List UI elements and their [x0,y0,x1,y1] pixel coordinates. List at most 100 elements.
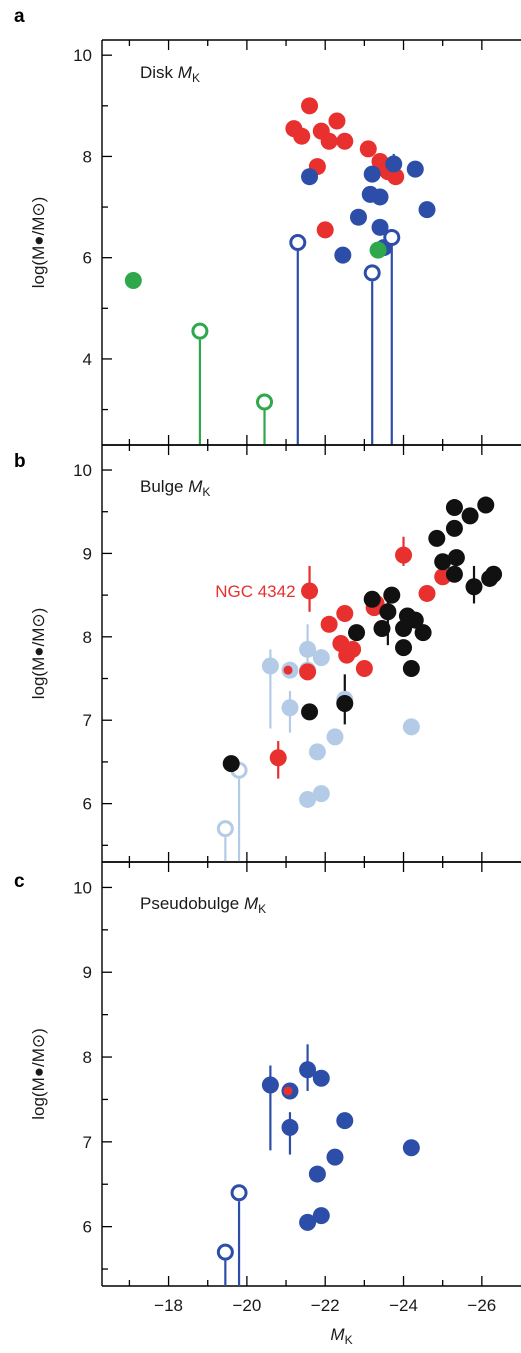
data-point-blue [312,1207,330,1225]
y-tick-label: 8 [83,628,92,647]
data-point-black [414,624,432,642]
data-point-red [336,132,354,150]
data-point-red [418,584,436,602]
data-point-black [445,519,463,537]
data-point-red [293,127,311,145]
data-point-black [336,695,354,713]
data-point-black [445,565,463,583]
data-point-light_blue [326,728,344,746]
data-point-blue [371,188,389,206]
data-point-black [363,590,381,608]
y-tick-label: 7 [83,1133,92,1152]
data-point-black [222,755,240,773]
data-point-green-open [256,393,274,411]
y-tick-label: 8 [83,1048,92,1067]
data-point-red [387,168,405,186]
y-tick-label: 6 [83,1218,92,1237]
data-point-black [373,619,391,637]
y-tick-label: 7 [83,711,92,730]
data-point-blue-open [216,1243,234,1261]
annotation-ngc4342: NGC 4342 [215,582,295,601]
data-point-blue-open [289,234,307,251]
data-point-red [359,140,377,158]
data-point-green [124,271,142,289]
data-point-red [316,221,334,239]
data-point-red [328,112,346,130]
panel-title: Disk MK [140,63,200,85]
data-point-light_blue [312,649,330,667]
data-point-light_blue [299,640,317,658]
y-axis-label: log(M●/M⊙) [29,608,48,700]
data-point-blue [371,218,389,236]
data-point-green [369,241,387,259]
plot-area [216,496,503,862]
data-point-black [434,553,452,571]
data-point-black [348,624,366,642]
data-point-light_blue [299,790,317,808]
x-tick-label: −26 [467,1296,496,1315]
data-point-red [269,749,287,767]
data-point-blue [406,160,424,178]
plot-area [124,97,436,445]
panel-letter: c [14,871,25,892]
data-point-blue [402,1139,420,1157]
data-point-red [336,604,354,622]
data-point-black [395,639,413,657]
data-point-red [301,582,319,600]
panel-letter: a [14,6,25,27]
data-point-black [406,611,424,629]
data-point-blue [261,1076,279,1094]
data-point-blue-open [363,264,381,282]
data-point-blue [281,1118,299,1136]
data-point-blue [418,201,436,219]
data-point-light_blue-open [216,820,234,838]
data-point-light_blue [402,718,420,736]
data-point-light_blue [261,657,279,675]
panel-b: 6 7 8 9 10 b Bulge MK log(M●/M⊙) NGC 4342 [14,444,521,863]
data-point-light_blue [312,785,330,803]
y-axis-label: log(M●/M⊙) [29,1028,48,1120]
y-tick-label: 8 [83,147,92,166]
data-point-black [395,619,413,637]
data-point-light_blue [308,743,326,761]
data-point-red [395,546,413,564]
y-tick-label: 10 [73,878,92,897]
y-axis-label: log(M●/M⊙) [29,197,48,289]
panel-c: 6 7 8 9 10 c Pseudobulge MK log(M●/M⊙) −18 −20 −22… [14,861,521,1347]
data-point-black [461,507,479,525]
data-point-blue-open [230,1184,248,1202]
data-point-black [465,578,483,596]
y-tick-label: 10 [73,461,92,480]
data-point-black [477,496,495,514]
data-point-black [445,499,463,517]
panel-a: 4 6 8 10 a Disk MK log(M●/M⊙) [14,6,521,446]
y-tick-label: 9 [83,963,92,982]
data-point-blue [301,168,319,186]
data-point-green-open [191,322,209,340]
y-tick-label: 6 [83,795,92,814]
data-point-blue [326,1148,344,1166]
data-point-red [338,646,356,664]
data-point-black [402,660,420,678]
data-point-black [301,703,319,721]
plot-area [216,1044,420,1286]
data-point-black [383,586,401,604]
data-point-blue [308,1165,326,1183]
data-point-light_blue [281,699,299,717]
data-point-blue [349,208,367,226]
data-point-blue [299,1213,317,1231]
data-point-red [301,97,319,115]
data-point-black [447,549,465,567]
data-point-black [481,569,499,587]
data-point-blue [334,246,352,264]
x-tick-label: −18 [154,1296,183,1315]
data-point-red [320,615,338,633]
y-tick-label: 6 [83,249,92,268]
data-point-red [320,132,338,150]
panel-letter: b [14,451,26,472]
panel-title: Bulge MK [140,477,210,499]
data-point-black [428,529,446,547]
data-point-blue [385,155,403,173]
data-point-black [379,603,397,621]
y-tick-label: 10 [73,46,92,65]
